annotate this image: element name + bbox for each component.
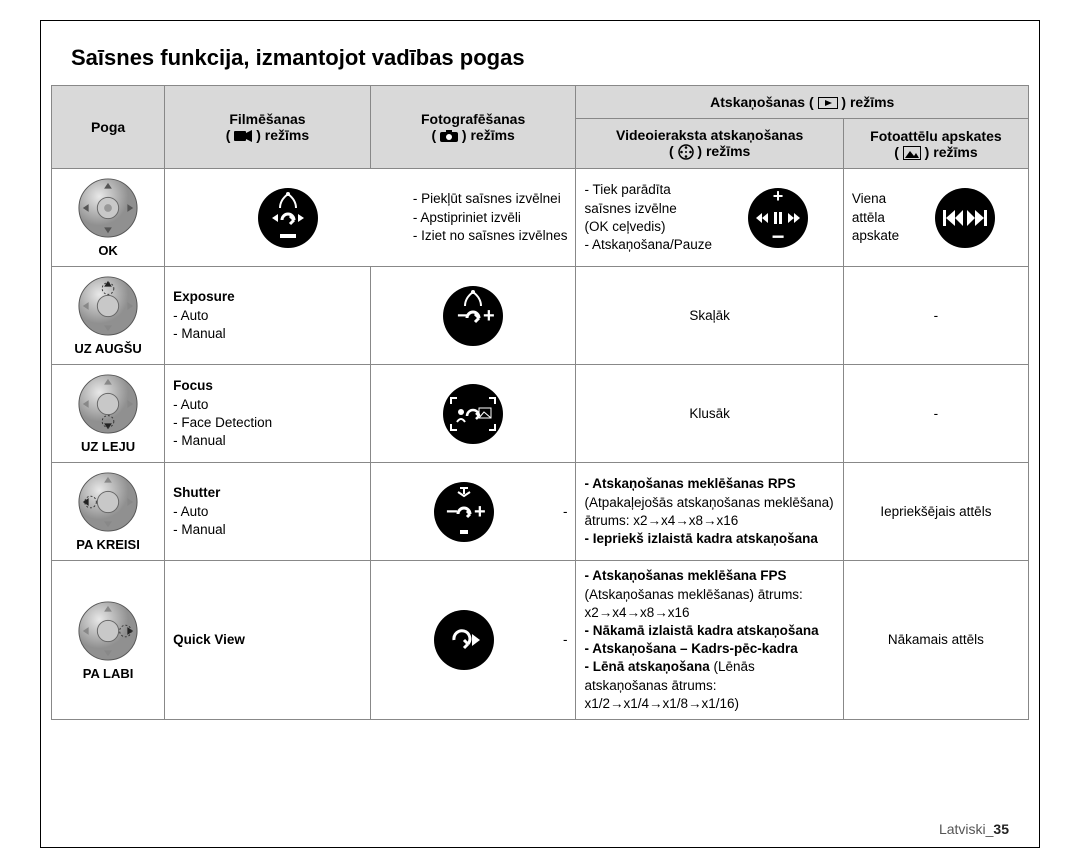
cell-right-playvideo: - Atskaņošanas meklēšana FPS (Atskaņošan…: [576, 561, 843, 720]
exposure-mode-icon: − +: [441, 284, 505, 348]
button-cell-up: UZ AUGŠU: [52, 267, 165, 365]
camera-icon: [440, 130, 458, 142]
cell-right-video: Quick View: [165, 561, 371, 720]
dpad-right-icon: [77, 600, 139, 662]
th-play-photo: Fotoattēlu apskates ( ) režīms: [843, 119, 1028, 169]
table-row: PA LABI Quick View -: [52, 561, 1029, 720]
dpad-down-icon: [77, 373, 139, 435]
th-play-video: Videoieraksta atskaņošanas ( ) režīms: [576, 119, 843, 169]
th-button: Poga: [52, 86, 165, 169]
playback-icon: [818, 97, 838, 109]
focus-mode-icon: [441, 382, 505, 446]
cell-left-photo: − + -: [370, 463, 576, 561]
manual-page: Saīsnes funkcija, izmantojot vadības pog…: [40, 20, 1040, 848]
cell-down-playvideo: Klusāk: [576, 365, 843, 463]
th-video-mode: Filmēšanas ( ) režīms: [165, 86, 371, 169]
svg-text:−: −: [446, 501, 458, 523]
svg-text:−: −: [772, 224, 785, 249]
svg-text:+: +: [474, 501, 486, 523]
cell-ok-playphoto: Viena attēla apskate: [843, 169, 1028, 267]
cell-right-playphoto: Nākamais attēls: [843, 561, 1028, 720]
cell-up-photo: − +: [370, 267, 576, 365]
cell-up-playvideo: Skaļāk: [576, 267, 843, 365]
th-photo-mode: Fotografēšanas ( ) režīms: [370, 86, 576, 169]
cell-ok-video: - Piekļūt saīsnes izvēlnei - Apstiprinie…: [165, 169, 576, 267]
cell-down-playphoto: -: [843, 365, 1028, 463]
shutter-mode-icon: − +: [432, 480, 496, 544]
button-cell-right: PA LABI: [52, 561, 165, 720]
table-row: PA KREISI Shutter - Auto - Manual −: [52, 463, 1029, 561]
cell-ok-playvideo: - Tiek parādīta saīsnes izvēlne (OK ceļv…: [576, 169, 843, 267]
play-pause-icon: + −: [746, 186, 810, 250]
svg-text:+: +: [483, 305, 495, 327]
page-footer: Latviski_35: [939, 821, 1009, 837]
film-reel-icon: [678, 144, 694, 160]
cell-left-video: Shutter - Auto - Manual: [165, 463, 371, 561]
cell-up-playphoto: -: [843, 267, 1028, 365]
table-row: UZ LEJU Focus - Auto - Face Detection - …: [52, 365, 1029, 463]
cell-up-video: Exposure - Auto - Manual: [165, 267, 371, 365]
shortcut-table: Poga Filmēšanas ( ) režīms Fotografēšana…: [51, 85, 1029, 720]
button-cell-ok: OK: [52, 169, 165, 267]
cell-left-playphoto: Iepriekšējais attēls: [843, 463, 1028, 561]
svg-text:+: +: [773, 186, 784, 206]
page-title: Saīsnes funkcija, izmantojot vadības pog…: [41, 21, 1039, 85]
button-cell-down: UZ LEJU: [52, 365, 165, 463]
dpad-icon: [77, 177, 139, 239]
prev-next-icon: [933, 186, 997, 250]
th-playback-mode: Atskaņošanas ( ) režīms: [576, 86, 1029, 119]
photo-icon: [903, 146, 921, 160]
cell-down-photo: [370, 365, 576, 463]
dpad-left-icon: [77, 471, 139, 533]
cell-down-video: Focus - Auto - Face Detection - Manual: [165, 365, 371, 463]
table-row: UZ AUGŠU Exposure - Auto - Manual − +: [52, 267, 1029, 365]
camcorder-icon: [234, 130, 252, 142]
table-row: OK: [52, 169, 1029, 267]
button-cell-left: PA KREISI: [52, 463, 165, 561]
cell-left-playvideo: - Atskaņošanas meklēšanas RPS (Atpakaļej…: [576, 463, 843, 561]
quickview-mode-icon: [432, 608, 496, 672]
cell-right-photo: -: [370, 561, 576, 720]
ok-mode-icon: [256, 186, 320, 250]
dpad-up-icon: [77, 275, 139, 337]
